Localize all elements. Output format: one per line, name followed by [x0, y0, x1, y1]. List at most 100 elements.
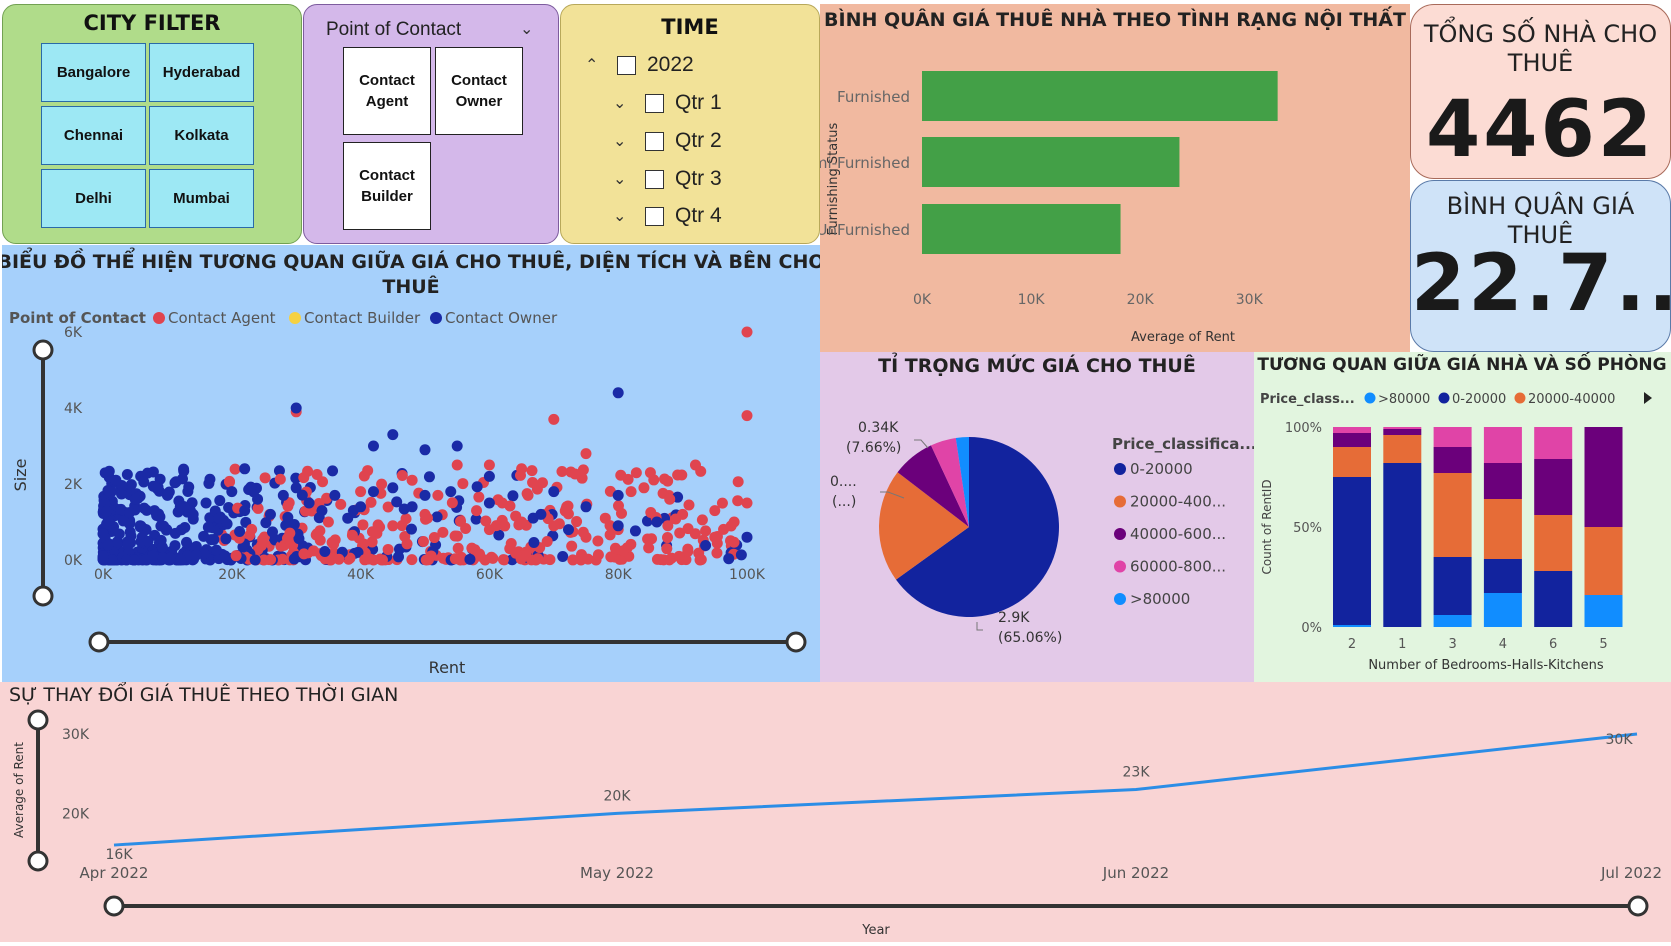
stacked-bar-segment[interactable] — [1534, 515, 1573, 571]
scatter-point-agent[interactable] — [661, 532, 673, 544]
scatter-point-owner[interactable] — [134, 520, 146, 532]
scatter-point-agent[interactable] — [709, 531, 721, 543]
chevron-down-icon[interactable]: ⌄ — [520, 19, 534, 38]
scatter-point-agent[interactable] — [615, 469, 627, 481]
scatter-point-agent[interactable] — [696, 514, 708, 526]
scatter-point-owner[interactable] — [106, 554, 118, 566]
scatter-point-agent[interactable] — [466, 542, 478, 554]
scatter-point-agent[interactable] — [592, 549, 604, 561]
scatter-point-owner[interactable] — [234, 526, 246, 538]
scatter-point-owner[interactable] — [156, 541, 168, 553]
scatter-point-agent[interactable] — [689, 459, 701, 471]
qtr1-checkbox[interactable] — [645, 93, 664, 113]
scatter-point-agent[interactable] — [566, 540, 578, 552]
scatter-point-agent[interactable] — [644, 467, 656, 479]
scatter-point-owner[interactable] — [220, 533, 232, 545]
scatter-point-agent[interactable] — [446, 497, 458, 509]
scatter-point-owner[interactable] — [102, 539, 114, 551]
scatter-point-owner[interactable] — [200, 497, 212, 509]
scatter-point-agent[interactable] — [259, 472, 271, 484]
scatter-point-agent[interactable] — [483, 524, 495, 536]
scatter-point-owner[interactable] — [129, 493, 141, 505]
scatter-point-owner[interactable] — [138, 502, 150, 514]
legend-next-arrow-icon[interactable] — [1644, 392, 1652, 404]
scatter-point-owner[interactable] — [147, 550, 159, 562]
scatter-point-owner[interactable] — [264, 508, 276, 520]
scatter-point-owner[interactable] — [202, 521, 214, 533]
scatter-point-owner[interactable] — [464, 553, 476, 565]
scatter-point-owner[interactable] — [470, 513, 482, 525]
scatter-point-owner[interactable] — [303, 497, 315, 509]
scatter-point-agent[interactable] — [617, 545, 629, 557]
scatter-point-owner[interactable] — [239, 463, 251, 475]
scatter-point-agent[interactable] — [298, 472, 310, 484]
scatter-point-owner[interactable] — [110, 474, 122, 486]
scatter-point-owner[interactable] — [161, 489, 173, 501]
scatter-point-owner[interactable] — [355, 501, 367, 513]
scatter-point-agent[interactable] — [732, 476, 744, 488]
scatter-point-agent[interactable] — [328, 538, 340, 550]
furnishing-bar[interactable] — [922, 204, 1121, 254]
scatter-point-agent[interactable] — [499, 520, 511, 532]
pie-slice[interactable] — [879, 472, 969, 580]
scatter-point-agent[interactable] — [709, 505, 721, 517]
scatter-point-owner[interactable] — [471, 481, 483, 493]
qtr2-row[interactable]: ⌄ Qtr 2 — [613, 129, 722, 153]
scatter-point-agent[interactable] — [561, 501, 573, 513]
year-row[interactable]: ⌃ 2022 — [585, 53, 694, 77]
scatter-point-owner[interactable] — [641, 515, 653, 527]
scatter-point-agent[interactable] — [548, 413, 560, 425]
pie-legend-label[interactable]: 40000-600... — [1130, 525, 1226, 543]
scatter-point-owner[interactable] — [164, 552, 176, 564]
scatter-point-agent[interactable] — [365, 496, 377, 508]
scatter-point-owner[interactable] — [741, 531, 753, 543]
scatter-point-agent[interactable] — [483, 459, 495, 471]
y-range-slider-top-handle[interactable] — [32, 339, 54, 361]
scatter-point-owner[interactable] — [277, 489, 289, 501]
scatter-point-owner[interactable] — [174, 501, 186, 513]
stacked-bar-segment[interactable] — [1433, 447, 1472, 473]
scatter-point-owner[interactable] — [178, 465, 190, 477]
scatter-point-owner[interactable] — [405, 523, 417, 535]
scatter-point-agent[interactable] — [355, 486, 367, 498]
scatter-point-owner[interactable] — [142, 535, 154, 547]
scatter-point-agent[interactable] — [252, 502, 264, 514]
scatter-point-agent[interactable] — [382, 543, 394, 555]
qtr4-checkbox[interactable] — [645, 206, 664, 226]
stacked-bar-segment[interactable] — [1483, 499, 1522, 559]
scatter-point-agent[interactable] — [344, 552, 356, 564]
legend-owner-label[interactable]: Contact Owner — [445, 309, 558, 327]
scatter-point-owner[interactable] — [273, 465, 285, 477]
scatter-point-agent[interactable] — [311, 528, 323, 540]
qtr1-row[interactable]: ⌄ Qtr 1 — [613, 91, 722, 115]
scatter-point-agent[interactable] — [401, 538, 413, 550]
scatter-point-owner[interactable] — [483, 470, 495, 482]
scatter-point-owner[interactable] — [151, 483, 163, 495]
scatter-point-owner[interactable] — [190, 549, 202, 561]
scatter-point-agent[interactable] — [580, 531, 592, 543]
scatter-point-owner[interactable] — [329, 489, 341, 501]
scatter-point-agent[interactable] — [276, 553, 288, 565]
year-checkbox[interactable] — [617, 55, 636, 75]
scatter-point-agent[interactable] — [630, 467, 642, 479]
scatter-point-owner[interactable] — [204, 473, 216, 485]
contact-agent-button[interactable]: Contact Agent — [343, 47, 431, 135]
stacked-bar-segment[interactable] — [1433, 473, 1472, 557]
stacked-bar-segment[interactable] — [1333, 427, 1371, 433]
scatter-point-owner[interactable] — [316, 505, 328, 517]
furnishing-bar[interactable] — [922, 71, 1278, 121]
scatter-point-agent[interactable] — [451, 459, 463, 471]
scatter-point-owner[interactable] — [239, 505, 251, 517]
scatter-point-owner[interactable] — [226, 486, 238, 498]
scatter-point-agent[interactable] — [683, 499, 695, 511]
scatter-point-agent[interactable] — [580, 448, 592, 460]
scatter-point-owner[interactable] — [700, 539, 712, 551]
contact-owner-button[interactable]: Contact Owner — [435, 47, 523, 135]
city-delhi-button[interactable]: Delhi — [41, 169, 146, 228]
chevron-down-icon[interactable]: ⌄ — [613, 95, 627, 112]
scatter-point-agent[interactable] — [366, 526, 378, 538]
scatter-point-owner[interactable] — [102, 485, 114, 497]
scatter-point-agent[interactable] — [592, 535, 604, 547]
scatter-point-agent[interactable] — [298, 548, 310, 560]
scatter-point-agent[interactable] — [428, 532, 440, 544]
